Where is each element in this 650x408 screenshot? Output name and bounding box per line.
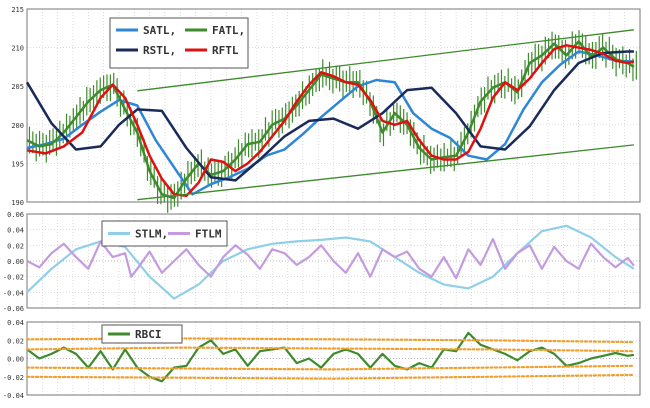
y-tick-label: -0.04 — [3, 392, 24, 400]
y-tick-label: 205 — [11, 83, 24, 91]
legend-label: STLM, — [135, 228, 168, 241]
y-tick-label: -0.04 — [3, 289, 24, 297]
series-line-satl — [26, 50, 634, 196]
y-tick-label: 195 — [11, 160, 24, 168]
panel-stlm-ftlm: 0.06 0.04 0.02 0.00 -0.02 -0.04 -0.06 STLM, FTLM — [3, 211, 641, 313]
series-line-stlm — [26, 224, 635, 300]
plot-frame — [26, 8, 641, 203]
legend-box — [101, 324, 183, 344]
band-line — [25, 373, 636, 380]
y-tick-label: 0.06 — [7, 211, 24, 219]
y-tick-label: -0.06 — [3, 305, 24, 313]
y-tick-label: 0.04 — [7, 227, 24, 235]
legend-label: RSTL, — [143, 44, 176, 57]
legend-box — [109, 17, 249, 69]
legend-label: FTLM — [195, 228, 222, 241]
channel-line — [137, 144, 634, 201]
series-line-ftlm — [26, 238, 635, 280]
y-tick-label: 0.02 — [7, 337, 24, 345]
y-tick-label: 190 — [11, 199, 24, 207]
series-line-rstl — [25, 50, 634, 182]
legend-label: RBCI — [135, 328, 162, 341]
y-tick-label: 0.02 — [7, 242, 24, 250]
y-tick-label: 215 — [11, 6, 24, 14]
panel-rbci: 0.04 0.02 0.00 -0.02 -0.04 RBCI — [3, 319, 641, 400]
channel-line — [137, 29, 634, 92]
y-tick-label: 0.04 — [7, 319, 24, 327]
legend-label: SATL, — [143, 24, 176, 37]
series-line-rftl — [26, 44, 635, 198]
legend-label: FATL, — [212, 24, 245, 37]
y-tick-label: 0.00 — [7, 258, 24, 266]
y-tick-label: -0.02 — [3, 374, 24, 382]
y-tick-label: 200 — [11, 122, 24, 130]
y-tick-label: 0.00 — [7, 356, 24, 364]
panel-price: 215 210 205 200 195 190 SATL, FATL, RSTL, RFTL — [11, 6, 641, 213]
y-tick-label: -0.02 — [3, 274, 24, 282]
band-line — [25, 364, 636, 371]
band-line — [25, 337, 636, 344]
legend-label: RFTL — [212, 44, 239, 57]
series-line-rbci — [26, 331, 635, 383]
y-tick-label: 210 — [11, 45, 24, 53]
band-line — [25, 346, 636, 353]
